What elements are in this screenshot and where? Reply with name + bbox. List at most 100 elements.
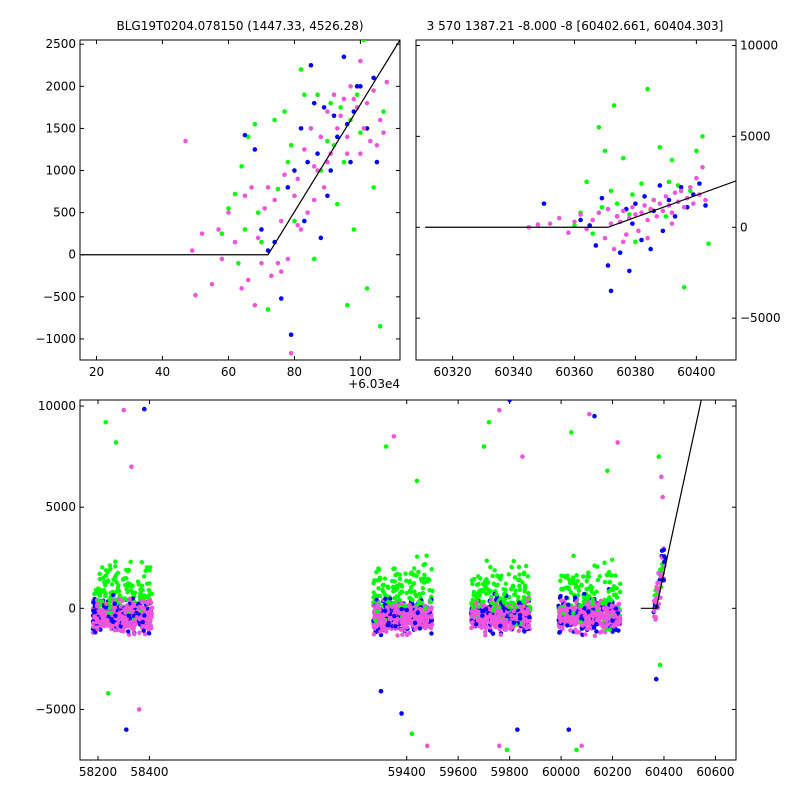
- bottom-xtick-label: 60600: [696, 765, 734, 779]
- bottom-point-magenta: [127, 621, 132, 626]
- bottom-point-green: [580, 574, 586, 579]
- bottom-point-magenta: [137, 604, 143, 609]
- top-right-point-magenta: [590, 217, 596, 223]
- bottom-point-green: [114, 589, 119, 594]
- bottom-point-magenta: [501, 619, 507, 625]
- top-left-point-magenta: [242, 193, 248, 199]
- top-left-plot-area: [80, 40, 400, 356]
- bottom-point-blue: [417, 626, 423, 631]
- bottom-point-green: [103, 573, 108, 578]
- bottom-point-magenta: [395, 616, 400, 621]
- bottom-point-magenta: [123, 606, 128, 611]
- bottom-point-green: [392, 566, 397, 571]
- top-left-point-magenta: [384, 79, 390, 85]
- bottom-point-magenta: [603, 607, 608, 612]
- bottom-point-magenta: [580, 623, 585, 628]
- top-right-point-magenta: [660, 208, 666, 214]
- bottom-point-blue: [594, 629, 599, 634]
- bottom-point-magenta: [137, 630, 142, 635]
- bottom-point-green: [397, 597, 402, 603]
- bottom-point-blue: [112, 601, 117, 606]
- top-left-xtick-label: 40: [155, 365, 170, 379]
- bottom-point-green: [507, 604, 512, 610]
- bottom-point-blue: [415, 610, 421, 615]
- bottom-point-green: [372, 594, 377, 599]
- bottom-point-magenta: [417, 622, 422, 627]
- top-right-point-green: [639, 181, 644, 186]
- bottom-point-blue: [93, 630, 98, 635]
- bottom-point-magenta: [141, 599, 146, 604]
- top-right-panel: 3 570 1387.21 -8.000 -8 [60402.661, 6040…: [415, 19, 737, 361]
- bottom-point-green: [501, 592, 507, 597]
- top-left-point-green: [288, 142, 294, 148]
- top-left-point-magenta: [311, 197, 317, 203]
- top-left-point-magenta: [239, 286, 244, 291]
- bottom-point-green: [410, 597, 415, 603]
- bottom-point-magenta: [522, 610, 528, 615]
- top-left-point-magenta: [272, 197, 277, 203]
- top-right-point-blue: [697, 181, 702, 186]
- bottom-point-magenta: [129, 608, 135, 614]
- bottom-point-green: [376, 567, 382, 572]
- bottom-ytick-label: 10000: [38, 399, 76, 413]
- top-right-point-blue: [630, 221, 635, 226]
- bottom-point-magenta: [652, 608, 657, 614]
- top-right-ytick-label: −5000: [740, 311, 781, 325]
- top-right-ytick-label: 5000: [740, 129, 771, 143]
- bottom-point-green: [581, 595, 587, 600]
- bottom-outlier-magenta: [579, 743, 584, 749]
- top-left-point-green: [232, 191, 238, 197]
- top-left-point-green: [338, 105, 343, 110]
- bottom-point-green: [411, 581, 416, 587]
- bottom-point-magenta: [474, 600, 479, 605]
- bottom-outlier-magenta: [497, 407, 502, 413]
- bottom-xtick-label: 60000: [542, 765, 580, 779]
- top-left-point-magenta: [255, 235, 261, 241]
- top-left-point-green: [236, 260, 241, 266]
- bottom-point-magenta: [617, 615, 622, 620]
- bottom-point-green: [571, 610, 576, 616]
- bottom-ytick-label: 0: [68, 601, 76, 615]
- bottom-point-green: [597, 574, 602, 579]
- bottom-point-blue: [111, 592, 116, 598]
- top-right-point-magenta: [669, 210, 675, 216]
- bottom-point-green: [526, 590, 531, 596]
- bottom-point-magenta: [521, 618, 527, 624]
- top-left-point-magenta: [321, 185, 327, 190]
- bottom-point-magenta: [407, 630, 412, 636]
- bottom-point-magenta: [587, 613, 593, 618]
- top-left-point-blue: [252, 147, 258, 152]
- bottom-point-green: [575, 578, 580, 584]
- bottom-point-magenta: [473, 607, 478, 613]
- top-left-point-blue: [364, 126, 370, 131]
- bottom-outlier-magenta: [615, 440, 620, 445]
- bottom-point-green: [484, 577, 489, 582]
- top-right-point-green: [611, 103, 617, 108]
- bottom-point-green: [420, 590, 426, 596]
- top-right-point-magenta: [602, 235, 608, 241]
- bottom-marks: 58200 58400 59400 59600 59800 60000 60200 60400…: [35, 399, 736, 779]
- top-left-point-magenta: [252, 302, 258, 308]
- top-left-point-blue: [354, 84, 360, 89]
- bottom-point-magenta: [413, 626, 418, 631]
- bottom-point-blue: [557, 629, 563, 635]
- bottom-point-magenta: [559, 598, 564, 603]
- bottom-point-blue: [572, 595, 578, 600]
- top-left-point-magenta: [193, 292, 198, 298]
- bottom-point-magenta: [483, 633, 488, 638]
- top-left-point-magenta: [183, 138, 188, 144]
- bottom-point-green: [102, 582, 108, 588]
- bottom-axes-frame: [79, 399, 737, 761]
- bottom-point-green: [403, 571, 408, 576]
- bottom-point-green: [607, 627, 613, 632]
- bottom-point-green: [590, 601, 595, 607]
- bottom-point-green: [476, 574, 481, 579]
- bottom-point-green: [602, 579, 608, 585]
- bottom-point-green: [521, 570, 527, 576]
- bottom-point-blue: [429, 631, 434, 636]
- bottom-point-green: [567, 580, 573, 586]
- bottom-point-magenta: [390, 604, 395, 610]
- bottom-point-magenta: [395, 633, 400, 638]
- bottom-point-green: [581, 599, 586, 604]
- bottom-point-green: [395, 594, 401, 599]
